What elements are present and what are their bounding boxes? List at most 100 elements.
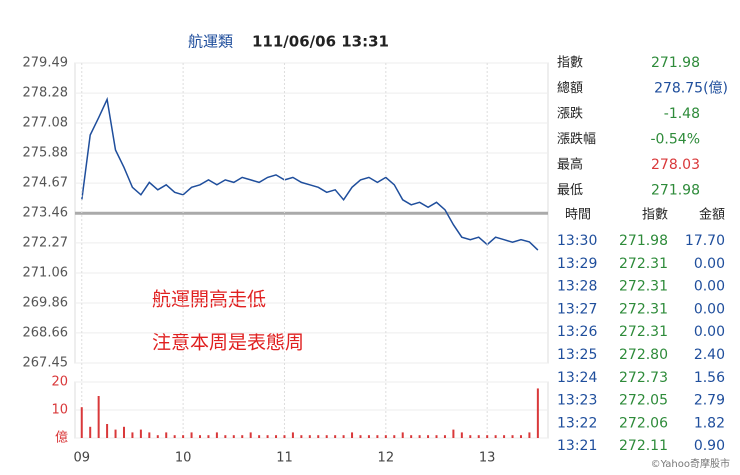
table-cell: 272.31 [619, 279, 668, 295]
table-cell: 13:22 [557, 415, 597, 431]
quote-value: 278.03 [651, 157, 700, 173]
volume-bar [511, 435, 514, 438]
volume-bar [232, 435, 235, 438]
table-cell: 13:27 [557, 301, 597, 317]
table-cell: 13:24 [557, 370, 597, 386]
table-header: 金額 [699, 207, 725, 223]
y-tick-label: 278.28 [23, 86, 69, 101]
x-tick-label: 13 [479, 451, 496, 466]
table-cell: 272.06 [619, 415, 668, 431]
quote-value: -0.54% [650, 132, 700, 148]
quote-label: 總額 [557, 80, 583, 96]
volume-bar [224, 435, 227, 438]
volume-bar [139, 429, 142, 438]
quote-value: -1.48 [664, 106, 700, 122]
table-cell: 0.00 [694, 301, 725, 317]
footer: ©Yahoo奇摩股市 [651, 457, 730, 470]
volume-bar [469, 435, 472, 438]
volume-bar [452, 429, 455, 438]
y-tick-label: 20 [51, 375, 68, 390]
volume-bar [410, 435, 413, 438]
volume-bar [156, 435, 159, 438]
volume-bar [351, 432, 354, 438]
volume-bar [325, 435, 328, 438]
y-tick-label: 275.88 [23, 145, 69, 160]
y-tick-label: 267.45 [23, 356, 69, 371]
volume-bar [486, 435, 489, 438]
volume-bar [249, 432, 252, 438]
volume-bar [80, 407, 83, 438]
y-tick-label: 274.67 [23, 176, 69, 191]
table-cell: 13:25 [557, 347, 597, 363]
table-cell: 272.31 [619, 324, 668, 340]
volume-bar [241, 435, 244, 438]
volume-bar [266, 435, 269, 438]
quote-label: 漲跌 [557, 106, 583, 122]
table-header: 時間 [565, 208, 591, 223]
volume-bar [165, 432, 168, 438]
volume-bar [418, 435, 421, 438]
volume-bar [300, 435, 303, 438]
volume-bar [291, 432, 294, 438]
table-cell: 272.31 [619, 256, 668, 272]
table-cell: 272.11 [619, 438, 668, 454]
table-cell: 272.31 [619, 301, 668, 317]
volume-bar [334, 435, 337, 438]
y-tick-label: 271.06 [23, 266, 69, 281]
y-tick-label: 273.46 [23, 206, 69, 221]
volume-bar [460, 432, 463, 438]
volume-bar [443, 435, 446, 438]
quote-value: 278.75(億) [654, 81, 728, 97]
table-cell: 13:28 [557, 279, 597, 295]
volume-bar [528, 432, 531, 438]
table-cell: 1.82 [694, 415, 725, 431]
y-tick-label: 272.27 [23, 235, 69, 250]
datetime: 111/06/06 13:31 [252, 33, 389, 51]
y-tick-label: 279.49 [23, 56, 69, 71]
table-cell: 13:30 [557, 233, 597, 249]
table-cell: 13:26 [557, 324, 597, 340]
table-cell: 271.98 [619, 233, 668, 249]
index-name: 航運類 [188, 33, 233, 51]
volume-bar [393, 435, 396, 438]
volume-bar [367, 435, 370, 438]
y-tick-label: 268.66 [23, 325, 69, 340]
volume-bar [89, 426, 92, 438]
price-line [81, 96, 539, 251]
table-cell: 1.56 [694, 370, 725, 386]
volume-bar [376, 435, 379, 438]
quote-label: 最高 [557, 157, 583, 173]
volume-bar [122, 426, 125, 438]
quote-label: 指數 [557, 56, 583, 71]
table-header: 指數 [642, 208, 668, 223]
volume-bar [199, 435, 202, 438]
volume-bar [215, 432, 218, 438]
table-cell: 0.00 [694, 324, 725, 340]
table-cell: 2.79 [694, 393, 725, 409]
table-cell: 272.73 [619, 370, 668, 386]
y-tick-label: 億 [55, 430, 68, 446]
table-cell: 13:21 [557, 438, 597, 454]
volume-bar [275, 435, 278, 438]
volume-bar [427, 435, 430, 438]
volume-bar [503, 435, 506, 438]
annotation: 航運開高走低 [152, 289, 266, 311]
table-cell: 272.05 [619, 393, 668, 409]
volume-bar [182, 435, 185, 438]
table-cell: 0.00 [694, 256, 725, 272]
volume-bar [207, 435, 210, 438]
volume-bar [519, 435, 522, 438]
y-tick-label: 277.08 [23, 116, 69, 131]
x-tick-label: 10 [175, 451, 192, 466]
volume-bar [190, 432, 193, 438]
quote-label: 漲跌幅 [557, 131, 596, 147]
y-tick-label: 10 [51, 403, 68, 418]
quote-value: 271.98 [651, 183, 700, 199]
table-cell: 13:23 [557, 393, 597, 409]
table-cell: 0.00 [694, 279, 725, 295]
volume-bar [114, 429, 117, 438]
volume-bar [106, 424, 109, 438]
volume-bar [317, 435, 320, 438]
volume-bar [131, 432, 134, 438]
